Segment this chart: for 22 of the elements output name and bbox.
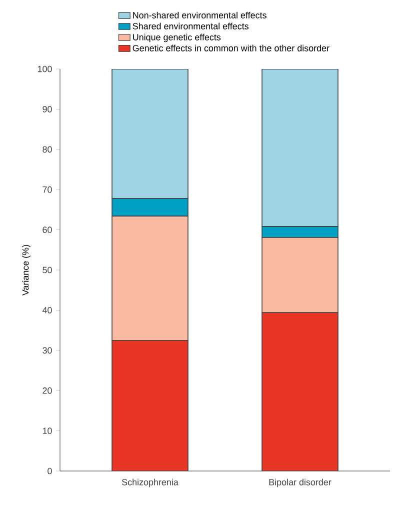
y-tick-label: 80 — [42, 146, 52, 153]
legend-label: Genetic effects in common with the other disorder — [132, 44, 330, 52]
y-tick-label: 90 — [42, 106, 52, 112]
legend-label: Non-shared environmental effects — [133, 12, 266, 18]
y-tick-label: 0 — [48, 468, 52, 474]
bar — [112, 340, 188, 471]
y-tick-label: 40 — [42, 307, 52, 314]
y-tick-label: 20 — [42, 387, 52, 394]
y-axis-title: Variance (%) — [22, 244, 30, 296]
y-tick-label: 30 — [42, 347, 52, 354]
legend-label: Shared environmental effects — [132, 22, 248, 30]
y-tick-label: 10 — [42, 428, 52, 434]
bar — [262, 312, 338, 471]
x-tick-label: Bipolar disorder — [269, 478, 332, 488]
y-tick-label: 50 — [42, 266, 52, 274]
y-tick-label: 60 — [42, 226, 52, 233]
legend-label: Unique genetic effects — [133, 34, 221, 42]
bar — [112, 68, 188, 199]
bar — [262, 68, 338, 227]
y-tick-label: 100 — [38, 66, 52, 72]
x-tick-label: Schizophrenia — [122, 478, 178, 488]
y-tick-label: 70 — [42, 186, 52, 193]
